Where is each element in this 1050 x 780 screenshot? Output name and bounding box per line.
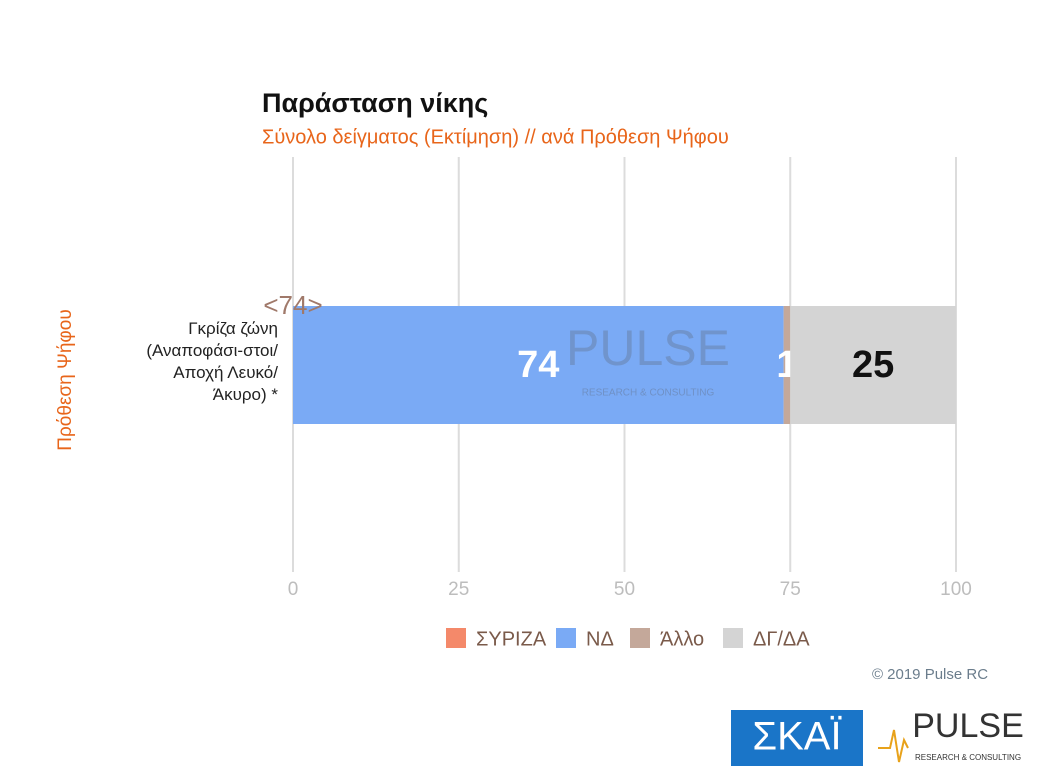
- chart-subtitle: Σύνολο δείγματος (Εκτίμηση) // ανά Πρόθε…: [262, 126, 729, 148]
- legend-swatch: [446, 628, 466, 648]
- bar-segment: [783, 306, 791, 424]
- data-label: 25: [852, 344, 894, 386]
- legend-label: Άλλο: [660, 628, 704, 650]
- annotation: <74>: [263, 290, 322, 320]
- watermark: PULSE: [566, 320, 730, 376]
- copyright: © 2019 Pulse RC: [872, 666, 988, 683]
- legend-swatch: [556, 628, 576, 648]
- legend-label: ΔΓ/ΔΑ: [753, 628, 810, 650]
- legend-label: ΝΔ: [586, 628, 614, 650]
- legend-swatch: [723, 628, 743, 648]
- x-tick-label: 25: [448, 579, 469, 600]
- y-axis-label: Πρόθεση Ψήφου: [55, 309, 76, 450]
- x-tick-label: 0: [288, 579, 299, 600]
- pulse-tagline: RESEARCH & CONSULTING: [915, 753, 1021, 762]
- x-tick-label: 100: [940, 579, 972, 600]
- skai-logo-box: [731, 710, 863, 766]
- skai-logo: ΣΚΑΪ: [752, 715, 842, 759]
- data-label: 74: [517, 344, 559, 386]
- legend-swatch: [630, 628, 650, 648]
- x-tick-label: 75: [780, 579, 801, 600]
- category-label: Γκρίζα ζώνη (Αναποφάσι-στοι/Αποχή Λευκό/…: [146, 319, 278, 404]
- watermark-tagline: RESEARCH & CONSULTING: [582, 388, 715, 399]
- chart-title: Παράσταση νίκης: [262, 88, 488, 118]
- x-tick-label: 50: [614, 579, 635, 600]
- pulse-logo: PULSE: [912, 707, 1024, 745]
- legend-label: ΣΥΡΙΖΑ: [476, 628, 547, 650]
- pulse-logo-icon: [878, 729, 909, 763]
- bar-segment: [293, 306, 784, 424]
- bar-segment: [790, 306, 956, 424]
